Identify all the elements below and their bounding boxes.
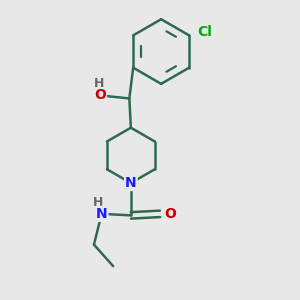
Text: Cl: Cl [197,25,212,39]
Text: H: H [93,196,104,209]
Text: N: N [96,207,107,221]
Text: O: O [165,207,177,221]
Text: H: H [94,77,104,90]
Text: N: N [125,176,137,190]
Text: O: O [94,88,106,102]
